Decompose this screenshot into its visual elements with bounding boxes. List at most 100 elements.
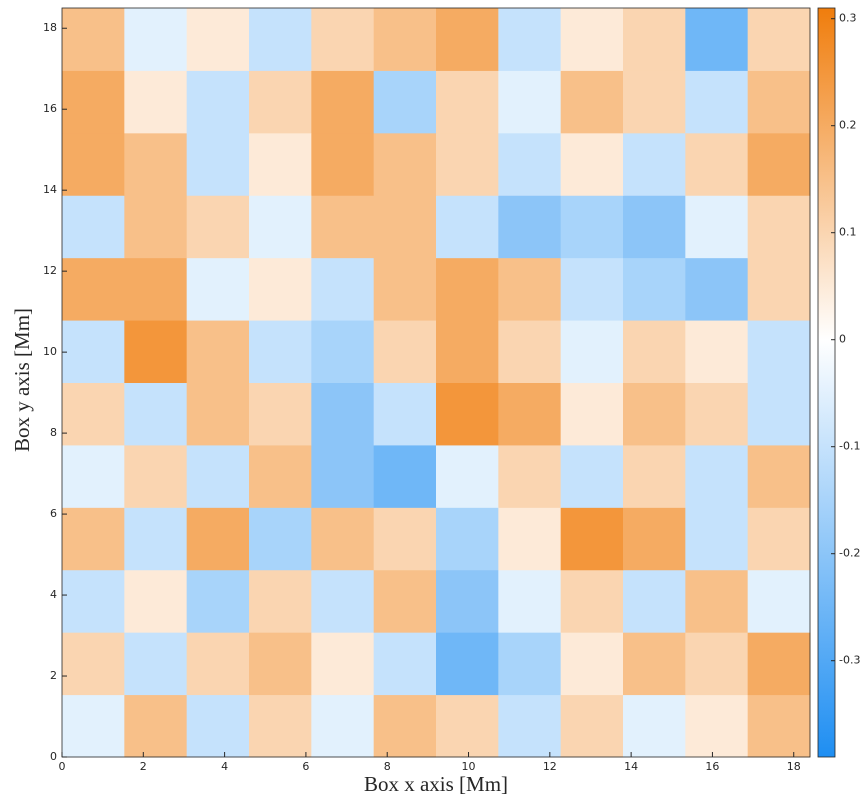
heatmap-cell <box>62 257 125 321</box>
heatmap-cell <box>623 320 686 383</box>
x-tick-label: 18 <box>787 760 801 773</box>
heatmap-cell <box>685 70 749 134</box>
heatmap-cell <box>186 70 250 134</box>
heatmap-cell <box>623 382 686 446</box>
heatmap-cell <box>560 569 624 633</box>
heatmap-cell <box>436 694 499 758</box>
heatmap-cell <box>373 632 437 696</box>
heatmap-cell <box>249 569 312 633</box>
heatmap-cell <box>436 632 499 696</box>
heatmap-cell <box>62 507 125 571</box>
y-tick-label: 2 <box>50 669 57 682</box>
heatmap-cell <box>623 507 686 571</box>
heatmap-cell <box>62 320 125 383</box>
heatmap-cell <box>249 320 312 383</box>
heatmap-cell <box>249 507 312 571</box>
heatmap-cell <box>747 382 811 446</box>
heatmap-cell <box>436 507 499 571</box>
heatmap-cell <box>436 257 499 321</box>
heatmap-cell <box>373 70 437 134</box>
heatmap-cell <box>124 507 188 571</box>
heatmap-cell <box>124 195 188 259</box>
heatmap-cell <box>747 132 811 196</box>
heatmap-cell <box>747 444 811 508</box>
heatmap-cell <box>249 444 312 508</box>
heatmap-cell <box>124 132 188 196</box>
heatmap-cell <box>436 444 499 508</box>
heatmap-cell <box>436 195 499 259</box>
heatmap-cell <box>747 569 811 633</box>
heatmap-cell <box>560 70 624 134</box>
heatmap-cell <box>186 632 250 696</box>
heatmap-cell <box>498 382 562 446</box>
heatmap-cell <box>685 195 749 259</box>
heatmap-cell <box>62 382 125 446</box>
y-tick-label: 8 <box>50 426 57 439</box>
x-tick-label: 6 <box>302 760 309 773</box>
colorbar-tick-label: 0 <box>839 333 846 346</box>
heatmap-cell <box>436 382 499 446</box>
heatmap-cell <box>311 632 375 696</box>
heatmap-cell <box>373 195 437 259</box>
heatmap-cell <box>124 694 188 758</box>
heatmap-cell <box>685 694 749 758</box>
heatmap-cell <box>623 8 686 71</box>
heatmap-cell <box>249 694 312 758</box>
heatmap-cell <box>560 507 624 571</box>
y-tick-label: 18 <box>43 21 57 34</box>
heatmap-cell <box>498 632 562 696</box>
colorbar-tick-label: -0.1 <box>839 440 860 453</box>
heatmap-cell <box>311 694 375 758</box>
heatmap-cell <box>685 132 749 196</box>
heatmap-cell <box>623 70 686 134</box>
heatmap-cell <box>685 257 749 321</box>
heatmap-cell <box>186 257 250 321</box>
heatmap-cell <box>747 70 811 134</box>
x-tick-label: 10 <box>462 760 476 773</box>
heatmap-cell <box>436 569 499 633</box>
heatmap-cell <box>498 132 562 196</box>
y-tick-label: 6 <box>50 507 57 520</box>
heatmap-cell <box>498 70 562 134</box>
colorbar-tick-label: 0.3 <box>839 12 857 25</box>
heatmap-cells <box>62 8 811 758</box>
heatmap-cell <box>623 694 686 758</box>
heatmap-cell <box>311 8 375 71</box>
heatmap-cell <box>62 569 125 633</box>
heatmap-cell <box>685 569 749 633</box>
heatmap-cell <box>373 382 437 446</box>
heatmap-cell <box>498 507 562 571</box>
heatmap-cell <box>373 257 437 321</box>
heatmap-cell <box>436 70 499 134</box>
heatmap-cell <box>560 444 624 508</box>
heatmap-cell <box>560 195 624 259</box>
heatmap-cell <box>747 195 811 259</box>
heatmap-cell <box>560 132 624 196</box>
y-tick-label: 0 <box>50 750 57 763</box>
plot-frame <box>61 7 811 758</box>
heatmap-cell <box>560 257 624 321</box>
heatmap-cell <box>623 195 686 259</box>
heatmap-cell <box>747 632 811 696</box>
heatmap-cell <box>249 70 312 134</box>
heatmap-cell <box>311 320 375 383</box>
heatmap-cell <box>623 257 686 321</box>
heatmap-cell <box>623 632 686 696</box>
heatmap-cell <box>685 320 749 383</box>
x-tick-label: 2 <box>140 760 147 773</box>
x-tick-label: 12 <box>543 760 557 773</box>
heatmap-cell <box>124 632 188 696</box>
heatmap-cell <box>249 195 312 259</box>
heatmap-cell <box>685 8 749 71</box>
heatmap-cell <box>186 132 250 196</box>
heatmap-cell <box>560 382 624 446</box>
y-tick-label: 4 <box>50 588 57 601</box>
heatmap-cell <box>498 195 562 259</box>
heatmap-cell <box>623 444 686 508</box>
heatmap-cell <box>249 8 312 71</box>
x-tick-label: 16 <box>705 760 719 773</box>
heatmap-cell <box>498 694 562 758</box>
y-tick-label: 10 <box>43 345 57 358</box>
colorbar-tick-label: -0.3 <box>839 654 860 667</box>
heatmap-cell <box>685 632 749 696</box>
